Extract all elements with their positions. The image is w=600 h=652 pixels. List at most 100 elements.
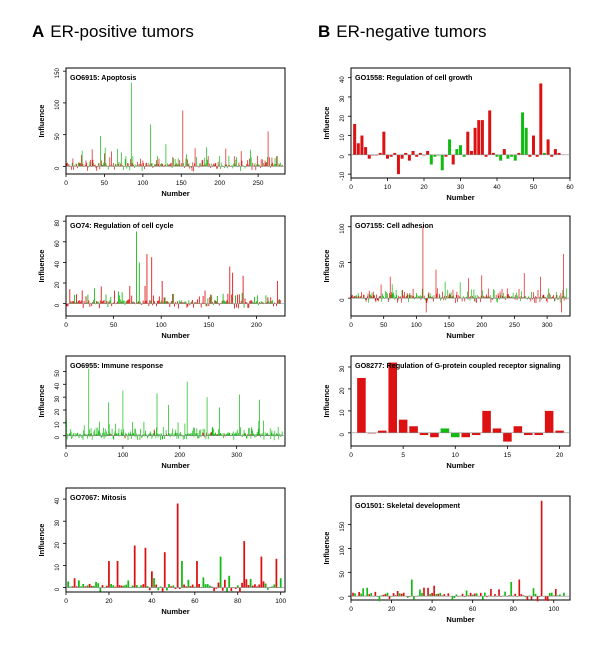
bar [406, 596, 409, 598]
bar [246, 435, 248, 439]
bar [135, 585, 138, 588]
bar [88, 583, 91, 588]
bar [521, 297, 523, 299]
bar [532, 588, 535, 597]
bar [144, 433, 146, 436]
bar [185, 433, 187, 436]
bar [129, 431, 131, 436]
bar [274, 302, 275, 304]
y-tick-label: 0 [340, 596, 346, 600]
bar [236, 585, 239, 588]
bar [518, 288, 520, 299]
bar [411, 579, 413, 597]
bar [216, 296, 218, 304]
bar [169, 164, 171, 167]
bar [501, 288, 503, 299]
bar [518, 579, 521, 597]
bar [550, 298, 552, 299]
bar [416, 294, 418, 299]
bar [109, 300, 111, 304]
bar [140, 303, 142, 305]
bar [221, 587, 224, 591]
bar [440, 154, 444, 171]
bar [165, 301, 167, 304]
bar [115, 423, 116, 436]
bar [159, 586, 162, 588]
bar [218, 165, 220, 167]
bar [193, 303, 195, 308]
bar [555, 297, 556, 299]
bar [444, 281, 446, 299]
bar [270, 164, 272, 167]
bar [561, 298, 562, 313]
bar [273, 164, 275, 167]
bar [190, 432, 192, 436]
bar [114, 434, 115, 436]
bar [451, 596, 454, 600]
bar [73, 433, 74, 436]
bar [94, 164, 95, 167]
bar [146, 586, 149, 588]
y-axis-label: Influence [322, 250, 331, 283]
bar [430, 296, 432, 299]
bar [82, 435, 84, 440]
bar [258, 302, 260, 304]
bar [401, 290, 403, 299]
bar [122, 300, 124, 304]
y-axis-label: Influence [37, 250, 46, 283]
bar [215, 163, 217, 167]
bar [553, 294, 555, 299]
bar [201, 160, 203, 167]
bar [188, 300, 190, 304]
bar [145, 430, 146, 436]
bar [86, 434, 88, 436]
bar [116, 433, 117, 436]
bar [231, 164, 233, 167]
bar [67, 434, 69, 436]
bar [461, 593, 464, 597]
bar [394, 595, 397, 597]
bar [545, 297, 547, 299]
bar [77, 300, 79, 304]
bar [89, 435, 91, 438]
bar [386, 592, 389, 597]
bar [176, 503, 179, 588]
bar [357, 292, 359, 299]
bar [71, 301, 73, 304]
bar [405, 296, 407, 299]
bar [98, 430, 99, 436]
bar [389, 154, 393, 157]
bar [223, 166, 225, 169]
bar [136, 165, 138, 167]
bar [267, 432, 268, 436]
bar [210, 432, 211, 436]
bar [114, 164, 116, 167]
bar [202, 577, 205, 588]
x-tick-label: 100 [275, 598, 286, 605]
bar [97, 583, 100, 588]
bar [226, 300, 228, 304]
bar [177, 433, 178, 436]
y-tick-label: 40 [340, 76, 346, 83]
bar [535, 298, 537, 304]
y-tick-label: 150 [340, 521, 346, 532]
bar [238, 162, 240, 167]
bar [239, 165, 241, 167]
bar [517, 295, 519, 299]
bar [550, 154, 554, 157]
bar [75, 434, 77, 436]
bar [224, 164, 226, 167]
bar [477, 120, 481, 155]
bar [535, 154, 539, 157]
bar [388, 298, 390, 301]
chart-title: GO74: Regulation of cell cycle [70, 221, 173, 230]
bar [474, 295, 476, 299]
bar [268, 434, 269, 436]
bar [142, 434, 144, 436]
bar [112, 435, 114, 439]
bar [461, 432, 470, 438]
bar [187, 433, 189, 436]
bar [166, 434, 168, 436]
bar [196, 561, 198, 588]
bar [211, 427, 213, 436]
